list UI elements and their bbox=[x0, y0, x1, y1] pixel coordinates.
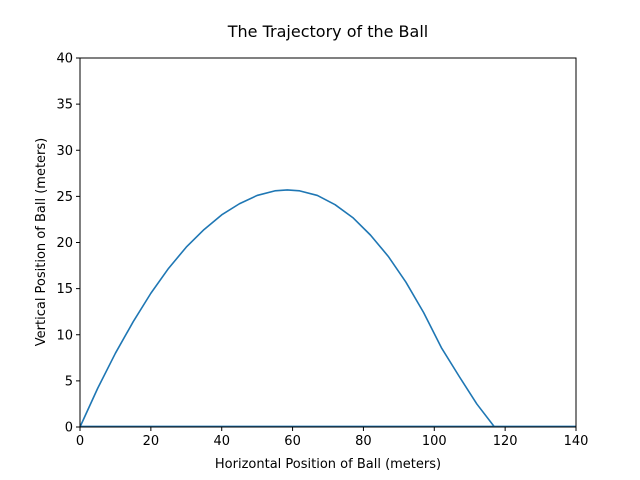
chart-title: The Trajectory of the Ball bbox=[227, 22, 428, 41]
x-tick-label: 120 bbox=[493, 434, 518, 449]
x-tick-label: 20 bbox=[143, 434, 160, 449]
y-tick-label: 0 bbox=[65, 421, 73, 436]
series-line-0 bbox=[79, 189, 496, 428]
x-tick-label: 140 bbox=[564, 434, 589, 449]
plot-area: 0 20 40 60 80 100 120 140 0 5 10 15 20 25 30 35 40 bbox=[56, 52, 588, 450]
y-tick-label: 5 bbox=[65, 374, 73, 389]
y-tick-label: 25 bbox=[56, 190, 73, 205]
x-tick-label: 60 bbox=[284, 434, 301, 449]
y-tick-label: 15 bbox=[56, 282, 73, 297]
y-tick-label: 10 bbox=[56, 328, 73, 343]
y-axis-label: Vertical Position of Ball (meters) bbox=[34, 138, 49, 346]
x-tick-label: 100 bbox=[422, 434, 447, 449]
x-axis-label: Horizontal Position of Ball (meters) bbox=[215, 457, 441, 472]
x-tick-label: 0 bbox=[76, 434, 84, 449]
y-tick-label: 35 bbox=[56, 98, 73, 113]
y-tick-label: 40 bbox=[56, 52, 73, 67]
y-tick-label: 30 bbox=[56, 144, 73, 159]
x-tick-label: 80 bbox=[355, 434, 372, 449]
x-tick-label: 40 bbox=[213, 434, 230, 449]
y-tick-label: 20 bbox=[56, 236, 73, 251]
